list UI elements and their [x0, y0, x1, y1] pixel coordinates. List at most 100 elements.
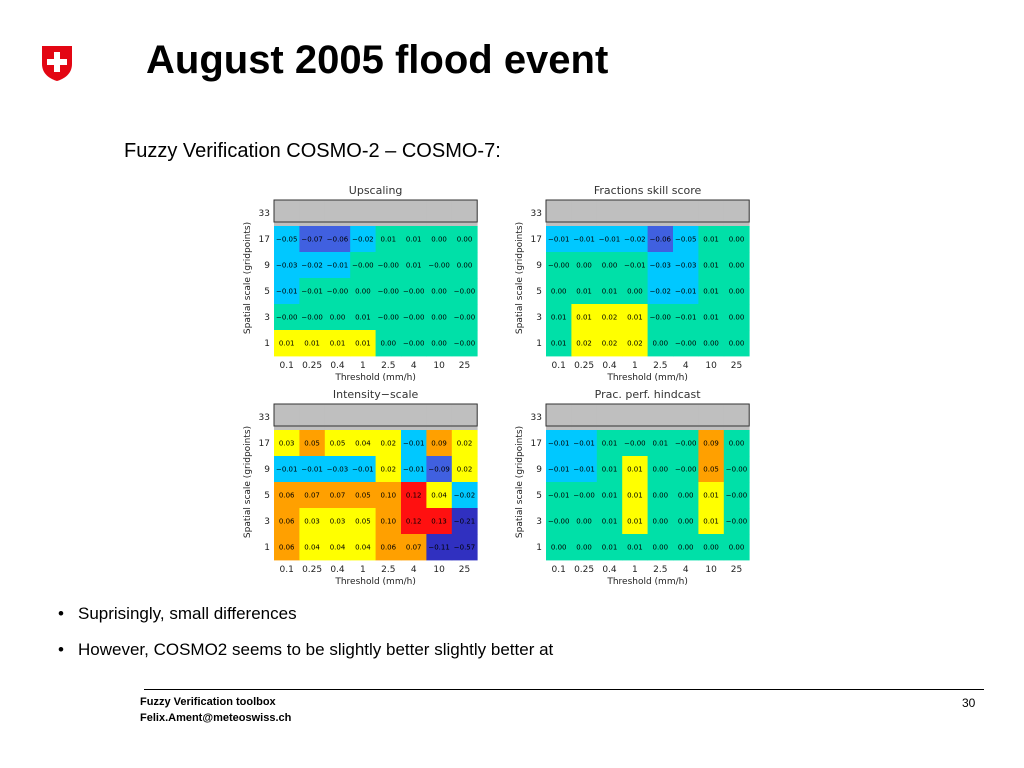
- cell-value: 0.05: [304, 440, 320, 448]
- cell-value: −0.00: [548, 518, 569, 526]
- heatmap-cell: [350, 508, 376, 535]
- cell-value: 0.04: [431, 492, 447, 500]
- heatmap-cell: [299, 304, 326, 331]
- heatmap-cell: [647, 278, 674, 305]
- cell-value: 0.13: [431, 518, 447, 526]
- cell-value: 0.01: [627, 518, 643, 526]
- cell-value: 0.01: [406, 262, 422, 270]
- x-tick-label: 10: [433, 565, 445, 575]
- cell-value: −0.00: [301, 314, 322, 322]
- x-tick-label: 0.4: [330, 565, 345, 575]
- x-axis-label: Threshold (mm/h): [334, 577, 416, 587]
- y-tick-label: 9: [536, 465, 542, 475]
- cell-value: −0.06: [327, 236, 349, 244]
- x-tick-label: 0.1: [280, 565, 294, 575]
- cell-value: −0.00: [403, 288, 424, 296]
- cell-value: −0.01: [675, 314, 696, 322]
- cell-value: 0.12: [406, 492, 422, 500]
- heatmap-cell: [426, 482, 453, 509]
- cell-value: 0.00: [729, 544, 745, 552]
- cell-value: 0.00: [703, 544, 719, 552]
- cell-value: −0.00: [726, 518, 747, 526]
- cell-value: 0.02: [381, 440, 397, 448]
- cell-value: 0.01: [627, 492, 643, 500]
- heatmap-cell: [596, 304, 623, 331]
- heatmap-cell: [299, 252, 326, 279]
- heatmap-cell: [451, 534, 478, 561]
- cell-value: −0.00: [675, 340, 696, 348]
- heatmap-cell: [546, 304, 572, 331]
- cell-value: 0.02: [627, 340, 643, 348]
- heatmap-cell: [647, 482, 674, 509]
- heatmap-cell: [723, 278, 750, 305]
- y-tick-label: 9: [536, 261, 542, 271]
- heatmap-cell: [596, 226, 623, 253]
- heatmap-cell: [299, 430, 326, 457]
- y-tick-label: 5: [264, 287, 270, 297]
- panel-title: Prac. perf. hindcast: [595, 388, 702, 401]
- heatmap-cell: [723, 534, 750, 561]
- heatmap-cell: [673, 278, 699, 305]
- cell-value: −0.00: [276, 314, 297, 322]
- heatmap-cell: [274, 456, 300, 483]
- heatmap-cell: [571, 534, 598, 561]
- y-axis-label: Spatial scale (gridpoints): [515, 222, 525, 334]
- heatmap-cell: [350, 534, 376, 561]
- heatmap-cell: [451, 252, 478, 279]
- y-tick-label: 33: [531, 209, 542, 219]
- cell-value: 0.01: [602, 544, 618, 552]
- x-axis-label: Threshold (mm/h): [606, 577, 688, 587]
- cell-value: −0.00: [454, 340, 475, 348]
- heatmap-cell: [299, 482, 326, 509]
- gray-row-border: [545, 403, 750, 427]
- heatmap-cell: [571, 508, 598, 535]
- heatmap-cell: [647, 508, 674, 535]
- heatmap-upscaling: Upscaling −0.05 −0.07 −0.06 −0.02 0.01 0.01 0.0…: [236, 180, 486, 390]
- panel-title: Intensity−scale: [333, 388, 419, 401]
- heatmap-cell: [622, 430, 648, 457]
- cell-value: 0.01: [653, 440, 669, 448]
- heatmap-cell: [596, 430, 623, 457]
- cell-value: 0.02: [457, 466, 473, 474]
- y-tick-label: 5: [536, 491, 542, 501]
- heatmap-cell: [375, 456, 402, 483]
- heatmap-cell: [698, 304, 725, 331]
- heatmap-cell: [401, 252, 427, 279]
- cell-value: 0.09: [703, 440, 719, 448]
- heatmap-cell: [622, 534, 648, 561]
- cell-value: −0.57: [454, 544, 475, 552]
- panel-title: Upscaling: [349, 184, 403, 197]
- cell-value: 0.01: [355, 340, 371, 348]
- heatmap-prac-perf-hindcast: Prac. perf. hindcast −0.01 −0.01 0.01 −0.00 0…: [508, 384, 758, 594]
- cell-value: 0.05: [703, 466, 719, 474]
- heatmap-cell: [622, 508, 648, 535]
- heatmap-cell: [723, 430, 750, 457]
- heatmap-cell: [596, 456, 623, 483]
- cell-value: 0.10: [381, 492, 397, 500]
- cell-value: 0.00: [729, 340, 745, 348]
- cell-value: −0.00: [675, 440, 696, 448]
- cell-value: 0.01: [551, 340, 567, 348]
- x-tick-label: 25: [731, 565, 742, 575]
- x-tick-label: 25: [459, 565, 470, 575]
- x-tick-label: 0.4: [602, 361, 617, 371]
- cell-value: 0.09: [431, 440, 447, 448]
- cell-value: −0.00: [378, 288, 399, 296]
- heatmap-cell: [274, 226, 300, 253]
- heatmap-cell: [647, 456, 674, 483]
- cell-value: −0.01: [548, 492, 569, 500]
- heatmap-cell: [723, 226, 750, 253]
- y-tick-label: 3: [536, 517, 542, 527]
- x-tick-label: 0.4: [330, 361, 345, 371]
- heatmap-cell: [375, 226, 402, 253]
- cell-value: 0.12: [406, 518, 422, 526]
- y-tick-label: 1: [536, 339, 542, 349]
- heatmap-cell: [375, 482, 402, 509]
- cell-value: −0.03: [327, 466, 348, 474]
- x-tick-label: 1: [360, 361, 366, 371]
- footer-email: Felix.Ament@meteoswiss.ch: [140, 712, 292, 724]
- heatmap-cell: [546, 252, 572, 279]
- heatmap-cell: [546, 278, 572, 305]
- heatmap-cell: [299, 330, 326, 357]
- cell-value: 0.00: [576, 518, 592, 526]
